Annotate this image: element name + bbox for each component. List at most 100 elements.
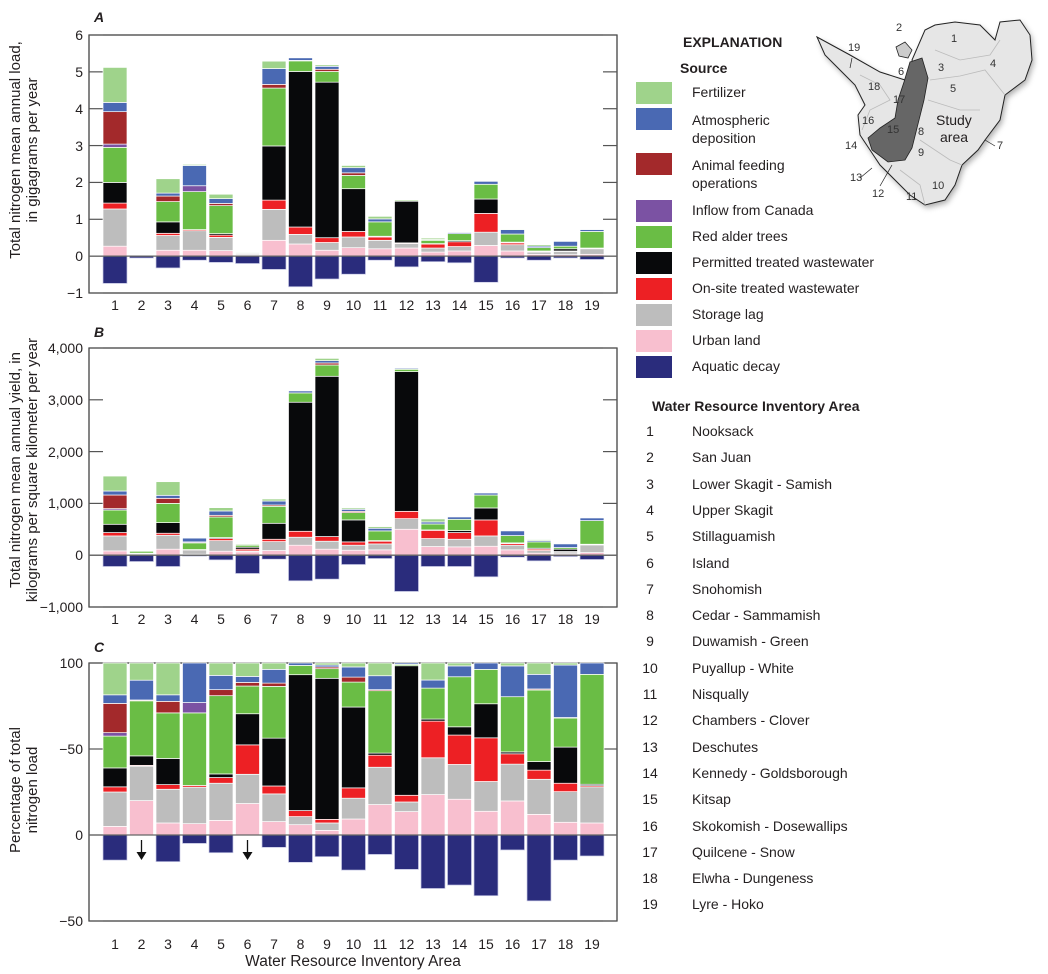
bar-segment-red-alder-trees-17 [526,689,552,762]
bar-segment-storage-lag-12 [394,243,419,249]
x-tick-label: 11 [372,936,388,952]
x-tick-label: 14 [451,297,468,313]
bar-segment-urban-land-3 [155,822,181,836]
wria-name: Upper Skagit [692,501,773,518]
wria-name: San Juan [692,449,752,466]
bar-segment-on-site-treated-wastewater-10 [341,787,366,799]
x-tick-label: 14 [451,936,468,952]
bar-segment-permitted-treated-wastewater-1 [102,523,128,533]
bar-segment-storage-lag-9 [314,242,340,251]
wria-number: 6 [646,554,654,571]
x-tick-label: 7 [270,936,278,952]
wria-number: 10 [642,659,658,676]
bar-segment-red-alder-trees-19 [579,231,605,249]
bar-segment-urban-land-12 [394,247,419,257]
bar-segment-red-alder-trees-15 [473,669,499,705]
bar-segment-aquatic-decay-12 [394,834,419,870]
bar-segment-fertilizer-17 [526,662,552,675]
bar-segment-fertilizer-14 [447,662,472,667]
bar-segment-storage-lag-11 [367,766,393,805]
wria-boundary [859,74,891,131]
bar-segment-aquatic-decay-8 [288,834,313,863]
bar-segment-aquatic-decay-5 [208,834,234,854]
bar-segment-permitted-treated-wastewater-15 [473,703,499,739]
bar-segment-on-site-treated-wastewater-10 [341,231,366,238]
wria-number: 17 [642,843,658,860]
bar-segment-atmospheric-deposition-18 [553,241,578,247]
bar-segment-atmospheric-deposition-11 [367,675,393,691]
bar-segment-permitted-treated-wastewater-2 [129,755,154,766]
bar-segment-on-site-treated-wastewater-8 [288,226,313,235]
bar-segment-atmospheric-deposition-17 [526,674,552,690]
y-tick-label: −1,000 [39,599,83,615]
wria-name: Nisqually [692,686,749,702]
bar-segment-urban-land-19 [579,822,605,836]
bar-segment-permitted-treated-wastewater-9 [314,375,340,537]
bar-segment-aquatic-decay-9 [314,834,340,858]
study-area-label-line: Study [936,112,972,128]
bar-segment-urban-land-9 [314,249,340,257]
y-tick-label: −50 [59,913,83,929]
x-tick-label: 4 [190,611,199,627]
bar-segment-red-alder-trees-7 [261,505,287,524]
bar-segment-aquatic-decay-3 [155,255,181,269]
bar-segment-aquatic-decay-11 [367,834,393,855]
bar-segment-urban-land-10 [341,247,366,257]
x-axis-label: Water Resource Inventory Area [245,953,461,970]
bar-segment-storage-lag-13 [420,247,446,253]
bar-segment-aquatic-decay-8 [288,554,313,582]
bar-segment-animal-feeding-operations-7 [261,682,287,687]
bar-segment-red-alder-trees-7 [261,87,287,147]
wria-number: 16 [642,817,658,834]
bar-segment-atmospheric-deposition-5 [208,675,234,691]
bar-segment-urban-land-1 [102,826,128,836]
bar-segment-red-alder-trees-19 [579,674,605,785]
x-tick-label: 4 [190,297,199,313]
bar-segment-atmospheric-deposition-6 [235,676,260,683]
wria-number: 19 [642,896,658,913]
bar-segment-fertilizer-16 [500,662,525,667]
bar-segment-atmospheric-deposition-1 [102,490,128,496]
x-tick-label: 14 [451,611,468,627]
wria-number: 12 [642,712,658,729]
plot-frame [88,347,618,608]
wria-name: Nooksack [692,423,754,439]
x-tick-label: 9 [323,936,331,952]
bar-segment-atmospheric-deposition-14 [447,665,472,678]
x-tick-label: 19 [584,297,600,313]
bar-segment-urban-land-8 [288,243,313,257]
wria-number: 8 [646,607,654,624]
bar-segment-on-site-treated-wastewater-8 [288,530,313,538]
y-axis-label-line: Total nitrogen mean annual yield, in [7,352,24,588]
legend-swatch [636,226,672,248]
y-axis-label-line: nitrogen load [24,746,41,834]
bar-segment-aquatic-decay-4 [182,834,207,844]
bar-segment-red-alder-trees-16 [500,233,525,243]
bar-segment-atmospheric-deposition-16 [500,665,525,698]
bar-segment-urban-land-10 [341,818,366,836]
bar-segment-aquatic-decay-2 [129,554,154,562]
bar-segment-aquatic-decay-15 [473,834,499,897]
y-tick-label: 4,000 [47,340,83,356]
legend-label: Permitted treated wastewater [692,254,875,270]
bar-segment-urban-land-14 [447,250,472,257]
map-wria-label: 7 [997,140,1004,152]
bar-segment-urban-land-7 [261,821,287,836]
wria-boundaries [934,39,1001,61]
legend-title: EXPLANATION [683,34,783,50]
bar-segment-urban-land-11 [367,248,393,257]
bar-segment-aquatic-decay-17 [526,834,552,902]
legend-label: Atmospheric deposition [692,112,770,146]
bar-segment-permitted-treated-wastewater-10 [341,519,366,543]
legend-swatch [636,278,672,300]
bar-segment-storage-lag-4 [182,786,207,824]
bar-segment-red-alder-trees-16 [500,696,525,753]
bar-segment-aquatic-decay-18 [553,834,578,861]
x-tick-label: 10 [345,297,362,313]
bar-segment-storage-lag-6 [235,773,260,804]
bar-segment-storage-lag-8 [288,816,313,826]
bar-segment-permitted-treated-wastewater-14 [447,726,472,736]
bar-segment-urban-land-14 [447,798,472,836]
bar-segment-red-alder-trees-7 [261,686,287,739]
bar-segment-red-alder-trees-15 [473,494,499,509]
